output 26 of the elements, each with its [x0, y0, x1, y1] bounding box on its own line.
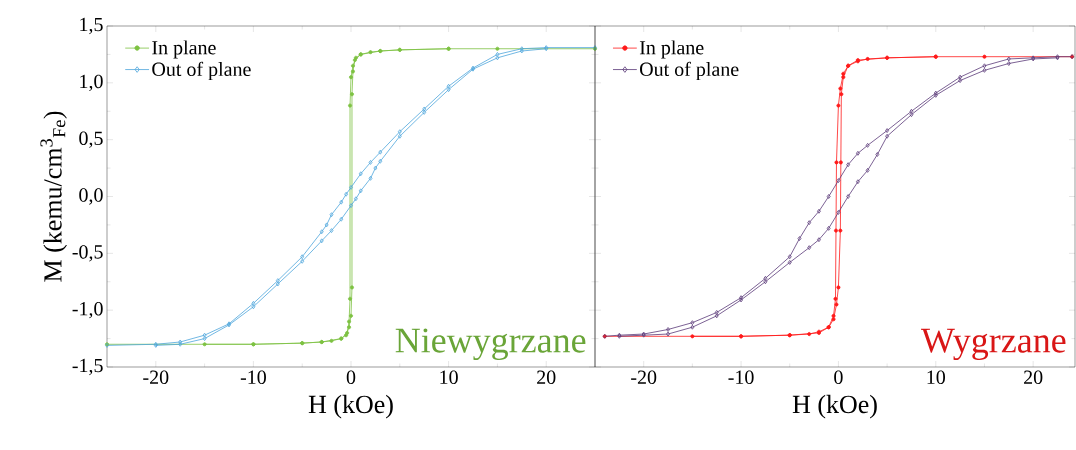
y-tick-label: 1,5: [80, 17, 103, 35]
x-tick-label: 10: [440, 370, 458, 385]
annotation: Wygrzane: [920, 328, 1066, 361]
x-axis-title: H (kOe): [792, 394, 877, 419]
x-tick-label: -20: [143, 370, 169, 385]
x-tick-label: -10: [728, 370, 754, 385]
y-tick-label: 0,5: [79, 131, 103, 148]
legend-label: Out of plane: [152, 61, 251, 81]
y-tick-label: 0,0: [79, 188, 103, 205]
y-tick-label: 1,0: [80, 74, 103, 92]
x-tick-label: 10: [927, 370, 946, 385]
x-tick-label: 20: [537, 370, 556, 385]
legend-label: In plane: [152, 40, 216, 59]
x-tick-label: 0: [346, 370, 356, 385]
legend-label: Out of plane: [640, 61, 739, 81]
x-tick-label: -20: [631, 370, 657, 385]
x-tick-label: -10: [240, 370, 266, 385]
x-axis-title: H (kOe): [308, 394, 393, 419]
annotation: Niewygrzane: [395, 328, 586, 361]
y-tick-label: -0,5: [72, 245, 103, 262]
y-axis-title: M (kemu/cm$^{3}$$_{Fe}$): [40, 111, 67, 282]
y-tick-label: -1,5: [72, 358, 103, 376]
y-tick-label: -1,0: [72, 301, 103, 319]
x-tick-label: 20: [1024, 370, 1043, 385]
x-tick-label: 0: [834, 370, 843, 385]
legend-label: In plane: [639, 40, 704, 59]
